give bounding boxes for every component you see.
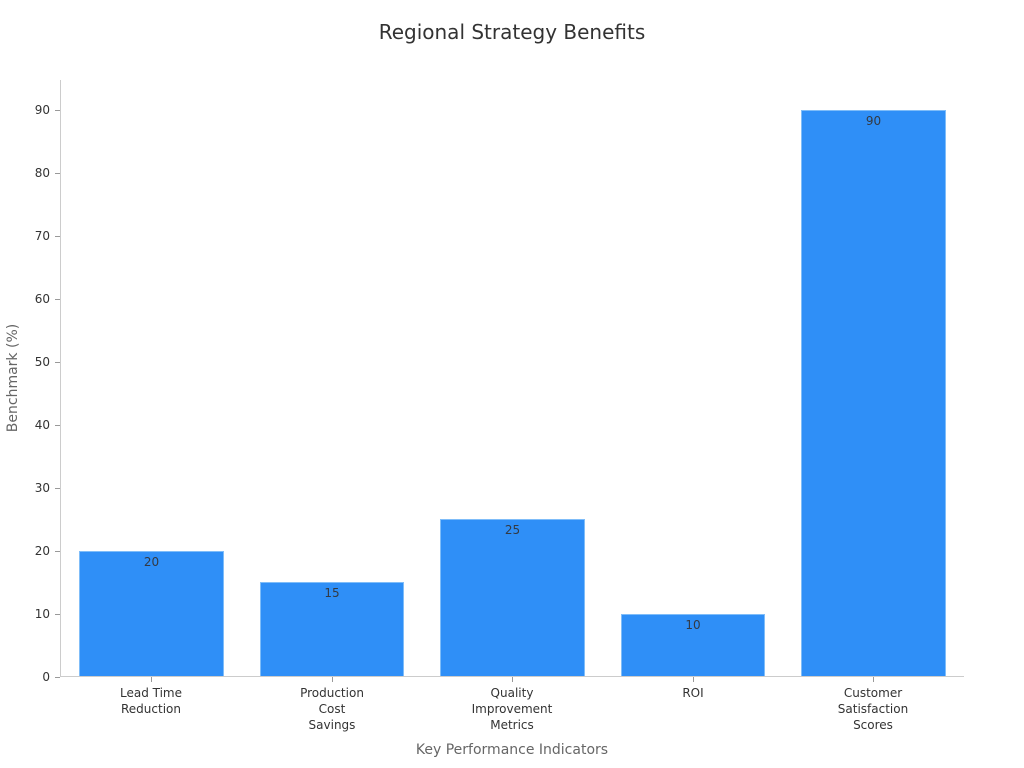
y-tick: 20 bbox=[0, 544, 60, 558]
x-axis-line bbox=[60, 676, 964, 677]
y-tick: 60 bbox=[0, 292, 60, 306]
y-tick: 0 bbox=[0, 670, 60, 684]
bar-value-label: 90 bbox=[865, 114, 882, 128]
bar-value-label: 25 bbox=[504, 523, 521, 537]
y-tick: 70 bbox=[0, 229, 60, 243]
bar-roi: 10 bbox=[621, 614, 765, 677]
bar-customer-satisfaction-scores: 90 bbox=[801, 110, 946, 677]
bar-lead-time-reduction: 20 bbox=[79, 551, 224, 677]
y-tick: 10 bbox=[0, 607, 60, 621]
y-axis-label: Benchmark (%) bbox=[5, 323, 21, 433]
y-tick: 90 bbox=[0, 103, 60, 117]
bar-value-label: 10 bbox=[685, 618, 701, 632]
x-axis-label: Key Performance Indicators bbox=[415, 742, 609, 758]
bar-production-cost-savings: 15 bbox=[260, 582, 404, 677]
y-tick: 30 bbox=[0, 481, 60, 495]
y-axis-line bbox=[60, 80, 61, 677]
bar-value-label: 15 bbox=[324, 586, 340, 600]
y-tick: 40 bbox=[0, 418, 60, 432]
chart-title: Regional Strategy Benefits bbox=[378, 20, 646, 44]
bar-quality-improvement-metrics: 25 bbox=[440, 519, 585, 677]
y-tick: 50 bbox=[0, 355, 60, 369]
y-tick: 80 bbox=[0, 166, 60, 180]
bar-value-label: 20 bbox=[143, 555, 160, 569]
